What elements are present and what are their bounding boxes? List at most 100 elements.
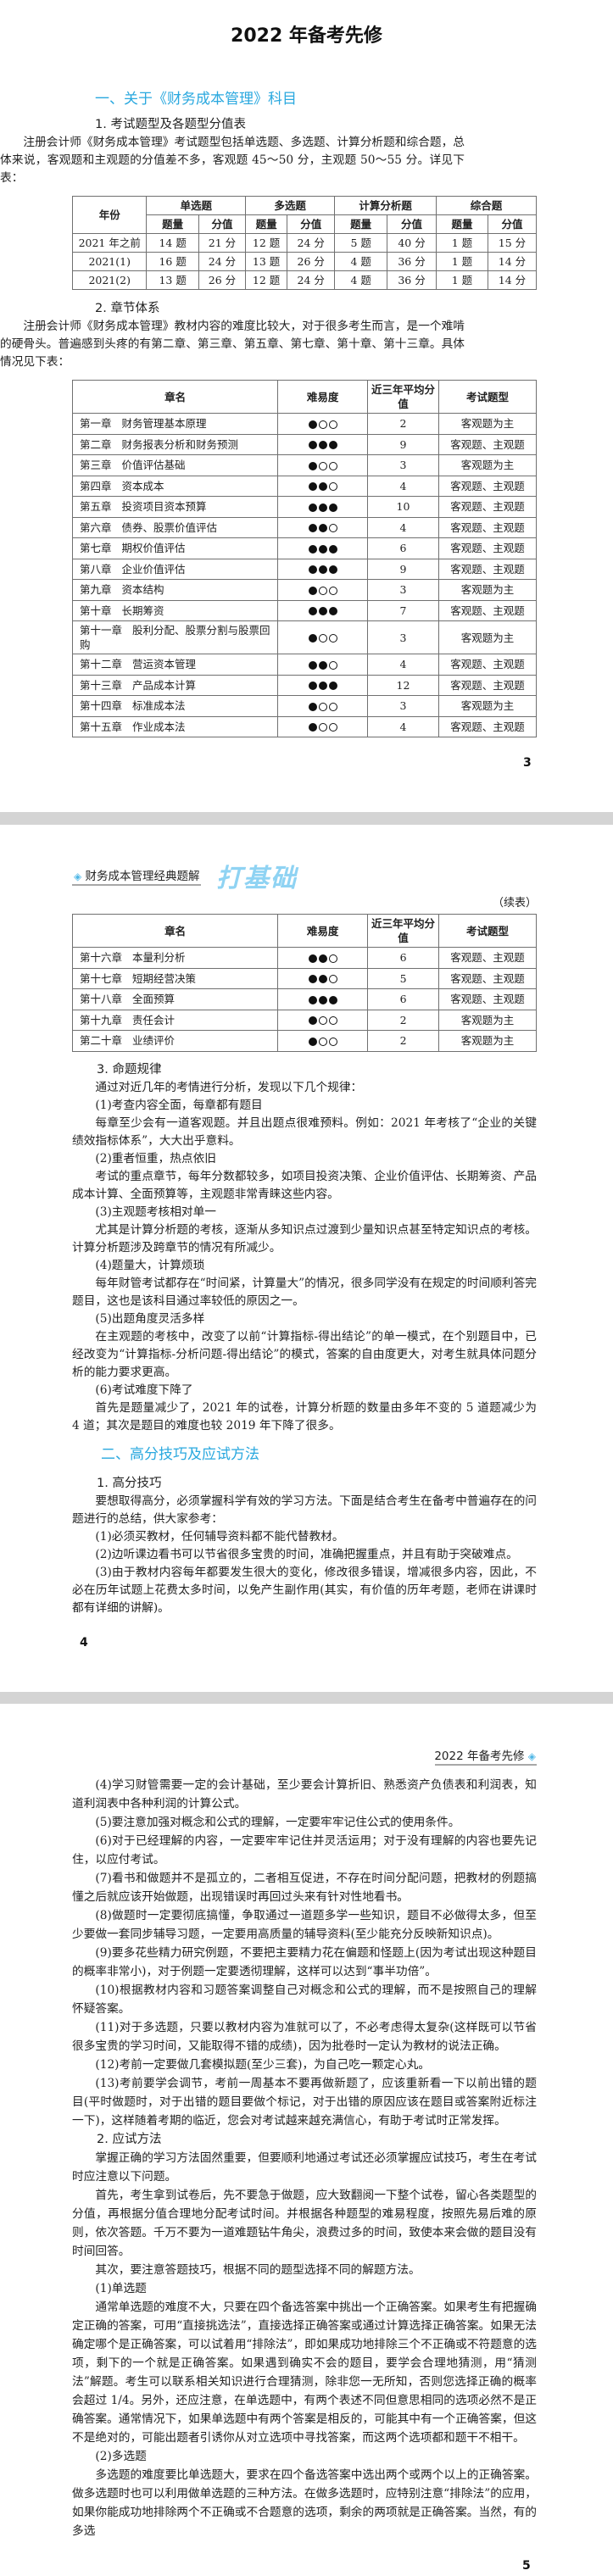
chapter-number: 第八章 [80, 562, 112, 576]
table-cell: 21 分 [198, 233, 247, 253]
chapter-name-cell: 第十六章 本量利分析 [71, 947, 279, 969]
chapter-number: 第九章 [80, 583, 112, 597]
column-header: 章名 [71, 380, 279, 414]
table-row: 第八章 企业价值评估 9 客观题、主观题 [71, 558, 537, 580]
paragraph: 通常单选题的难度不大，只要在四个备选答案中挑出一个正确答案。如果考生有把握确定正… [72, 2300, 537, 2445]
average-score-cell: 3 [367, 695, 439, 717]
table-cell: 15 分 [487, 233, 538, 253]
question-type-cell: 客观题、主观题 [438, 516, 537, 538]
chapter-number: 第十一章 [80, 624, 123, 637]
difficulty-cell [277, 454, 368, 476]
question-type-cell: 客观题、主观题 [438, 674, 537, 696]
question-type-cell: 客观题、主观题 [437, 947, 538, 969]
table-cell: 24 分 [287, 233, 336, 253]
filled-dot-icon [328, 682, 337, 691]
table-subheader-row: 题量 分值 题量 分值 题量 分值 题量 分值 [73, 214, 538, 234]
page-number-area: 3 [0, 737, 613, 812]
filled-dot-icon [308, 586, 317, 595]
table-cell: 26 分 [287, 252, 336, 271]
chapter-number: 第一章 [80, 417, 112, 431]
difficulty-cell [277, 599, 368, 621]
question-type-cell: 客观题、主观题 [437, 988, 538, 1010]
paragraph: 首先是题量减少了，2021 年的试卷，计算分析题的数量由多年不变的 5 道题减少… [72, 1400, 537, 1433]
table-cell: 14 题 [146, 233, 199, 253]
table-cell: 2021(2) [71, 270, 148, 290]
empty-dot-icon [328, 954, 337, 963]
group-header: 综合题 [435, 196, 538, 215]
paragraph: (13)考前要学会调节，考前一周基本不要再做新题了，应该重新看一下以前出错的题目… [72, 2076, 537, 2128]
empty-dot-icon [328, 1037, 337, 1046]
chapter-number: 第十七章 [80, 971, 123, 985]
chapter-title: 长期筹资 [121, 604, 164, 617]
paragraph: 在主观题的考核中，改变了以前“计算指标-得出结论”的单一模式，在个别题目中，已经… [72, 1329, 537, 1379]
subheader: 题量 [334, 214, 388, 234]
average-score-cell: 2 [367, 1030, 439, 1052]
page-1: 2022 年备考先修 一、关于《财务成本管理》科目 1. 考试题型及各题型分值表… [0, 0, 613, 812]
table-cell: 36 分 [387, 270, 437, 290]
table-cell: 2021(1) [71, 252, 148, 271]
diamond-icon: ◈ [527, 1750, 536, 1762]
paragraph: (6)考试难度下降了 [95, 1383, 193, 1397]
chapter-number: 第四章 [80, 479, 112, 492]
empty-dot-icon [318, 634, 327, 643]
score-table: 年份 单选题 多选题 计算分析题 综合题 题量 分值 题量 分值 题量 分值 题量 分值 2021 年之前… [71, 196, 538, 290]
difficulty-cell [277, 1030, 369, 1052]
paragraph: (1)考查内容全面，每章都有题目 [95, 1098, 263, 1112]
chapter-title: 短期经营决策 [132, 971, 197, 985]
chapter-name-cell: 第八章 企业价值评估 [71, 558, 279, 580]
filled-dot-icon [328, 441, 337, 450]
running-head-title: 2022 年备考先修 [434, 1749, 525, 1763]
difficulty-cell [277, 620, 368, 654]
filled-dot-icon [328, 995, 337, 1004]
question-type-cell: 客观题为主 [437, 1030, 538, 1052]
question-type-cell: 客观题、主观题 [438, 715, 537, 737]
empty-dot-icon [318, 586, 327, 595]
subheader: 题量 [435, 214, 488, 234]
table-cell: 5 题 [334, 233, 388, 253]
paragraph: (2)多选题 [95, 2449, 147, 2463]
difficulty-cell [277, 558, 368, 580]
paragraph: (9)要多花些精力研究例题，不要把主要精力花在偏题和怪题上(因为考试出现这种题目… [72, 1945, 537, 1978]
chapter-number: 第二十章 [80, 1034, 123, 1048]
chapter-title: 财务管理基本原理 [121, 417, 207, 431]
subheading: 2. 应试方法 [97, 2132, 162, 2146]
column-header: 近三年平均分值 [367, 380, 439, 414]
filled-dot-icon [318, 995, 327, 1004]
chapter-number: 第二章 [80, 437, 112, 451]
average-score-cell: 2 [367, 413, 439, 435]
table-cell: 2021 年之前 [71, 233, 148, 253]
chapter-number: 第三章 [80, 459, 112, 472]
table-row: 第四章 资本成本 4 客观题、主观题 [71, 475, 537, 497]
filled-dot-icon [318, 682, 327, 691]
filled-dot-icon [308, 702, 317, 711]
chapter-name-cell: 第十九章 责任会计 [71, 1009, 279, 1031]
filled-dot-icon [318, 441, 327, 450]
filled-dot-icon [328, 544, 337, 554]
empty-dot-icon [318, 702, 327, 711]
group-header: 多选题 [245, 196, 336, 215]
chapter-title: 责任会计 [132, 1013, 176, 1027]
average-score-cell: 9 [367, 433, 439, 455]
chapter-name-cell: 第三章 价值评估基础 [71, 454, 279, 476]
subheader: 题量 [146, 214, 199, 234]
table-cell: 40 分 [387, 233, 437, 253]
table-row: 第九章 资本结构 3 客观题为主 [71, 579, 537, 601]
paragraph: (3)由于教材内容每年都要发生很大的变化，修改很多错误，增减很多内容，因此，不必… [72, 1565, 537, 1615]
filled-dot-icon [308, 660, 317, 670]
table-row: 第二十章 业绩评价 2 客观题为主 [71, 1030, 538, 1052]
running-head-rule [72, 884, 201, 886]
paragraph: (2)重者恒重，热点依旧 [95, 1151, 216, 1166]
column-header: 章名 [71, 914, 279, 948]
page-number: 3 [523, 756, 532, 770]
average-score-cell: 2 [367, 1009, 439, 1031]
chapter-title: 标准成本法 [132, 699, 186, 713]
continued-label: （续表） [492, 897, 537, 910]
chapter-title: 资本成本 [121, 479, 164, 492]
table-cell: 4 题 [334, 270, 388, 290]
page-number-area: 5 [0, 2540, 613, 2576]
empty-dot-icon [328, 975, 337, 984]
difficulty-cell [277, 496, 368, 518]
empty-dot-icon [328, 524, 337, 533]
page-3: 2022 年备考先修 ◈ (4)学习财管需要一定的会计基础，至少要会计算折旧、熟… [0, 1703, 613, 2576]
chapter-number: 第十九章 [80, 1013, 123, 1027]
